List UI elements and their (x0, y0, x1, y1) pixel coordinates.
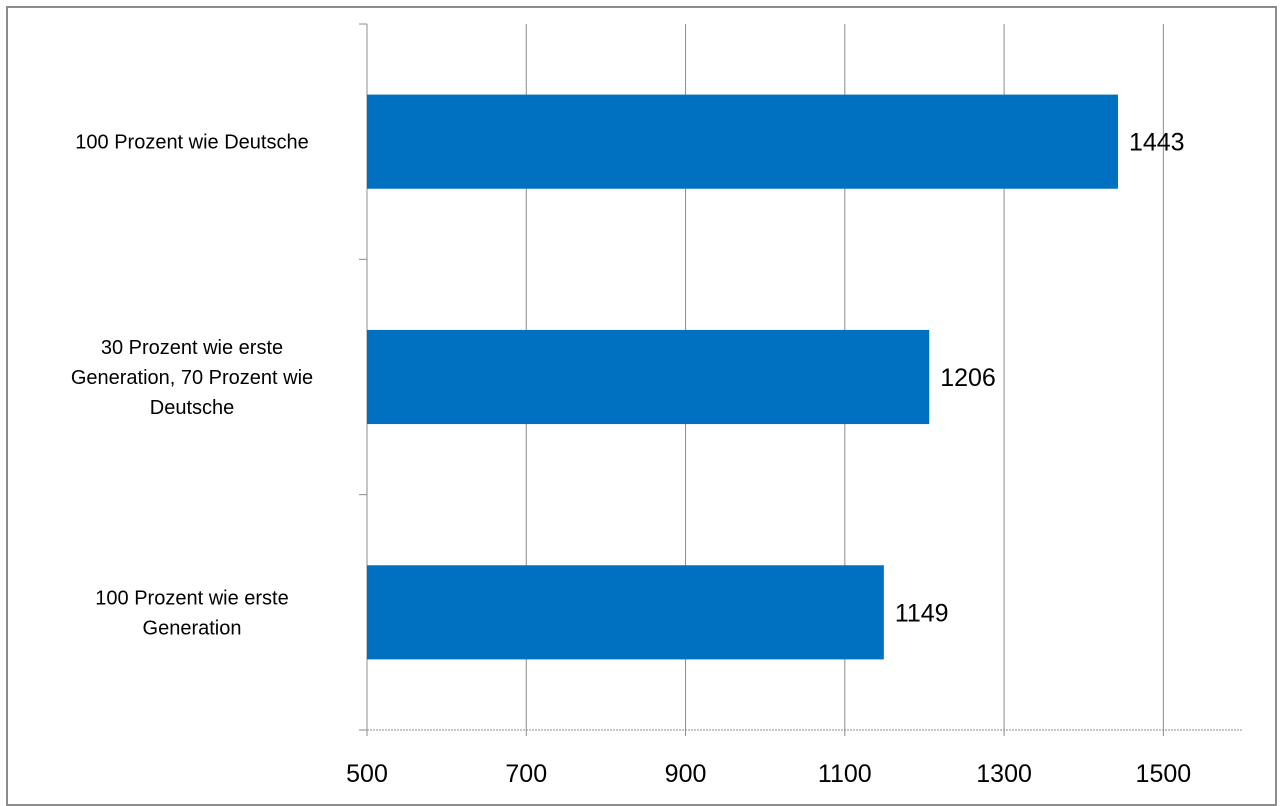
category-label: 30 Prozent wie erste Generation, 70 Proze… (71, 337, 313, 419)
x-tick-label: 900 (665, 760, 707, 788)
category-label-line: Deutsche (150, 397, 235, 419)
bar (367, 329, 930, 425)
x-tick-labels: 500 700 900 1100 1300 1500 (346, 760, 1191, 788)
category-label: 100 Prozent wie erste Generation (95, 587, 288, 639)
x-tick-label: 1100 (818, 760, 872, 788)
bar (367, 94, 1118, 189)
category-label-line: Generation (143, 617, 242, 639)
category-labels: 100 Prozent wie Deutsche 30 Prozent wie e… (71, 132, 313, 640)
category-label: 100 Prozent wie Deutsche (75, 132, 308, 154)
x-tick-label: 1300 (976, 760, 1032, 788)
data-labels: 1443 1206 1149 (895, 129, 1185, 628)
category-label-line: 100 Prozent wie erste (95, 587, 288, 609)
bar (367, 565, 884, 660)
x-tick-label: 500 (346, 760, 388, 788)
category-label-line: 30 Prozent wie erste (101, 337, 283, 359)
data-label: 1149 (895, 599, 949, 627)
x-tick-label: 1500 (1136, 760, 1192, 788)
category-label-line: Generation, 70 Prozent wie (71, 367, 313, 389)
bars (367, 94, 1118, 660)
data-label: 1206 (940, 364, 996, 392)
category-label-line: 100 Prozent wie Deutsche (75, 132, 308, 154)
x-tick-label: 700 (505, 760, 547, 788)
data-label: 1443 (1129, 129, 1185, 157)
